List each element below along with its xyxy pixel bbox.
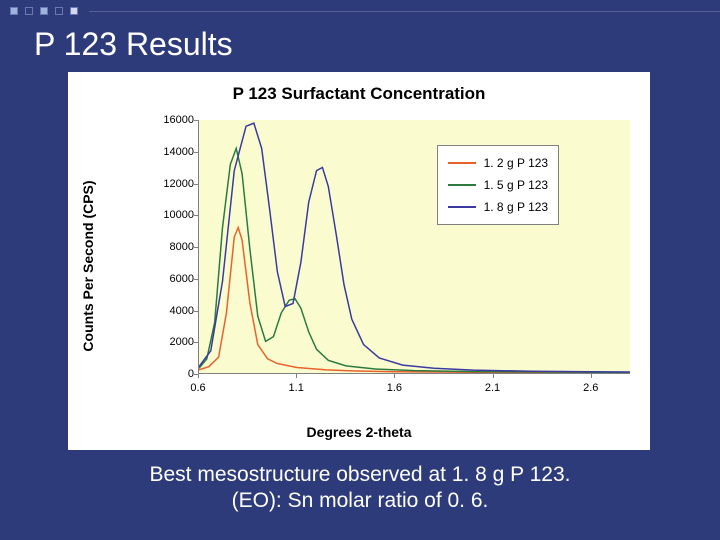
x-tick-label: 2.1 — [485, 382, 500, 394]
chart-panel: P 123 Surfactant Concentration Counts Pe… — [68, 72, 650, 450]
y-tick-label: 4000 — [152, 305, 194, 317]
plot-wrap: 1. 2 g P 123 1. 5 g P 123 1. 8 g P 123 0 20… — [152, 116, 642, 394]
legend-item: 1. 5 g P 123 — [448, 174, 549, 196]
y-tick-label: 0 — [152, 368, 194, 380]
slide-title: P 123 Results — [0, 22, 720, 63]
y-tick-mark — [194, 311, 198, 312]
header-square — [55, 7, 63, 15]
x-tick-mark — [296, 374, 297, 378]
plot-area: 1. 2 g P 123 1. 5 g P 123 1. 8 g P 123 — [198, 120, 630, 374]
x-tick-mark — [591, 374, 592, 378]
x-tick-label: 1.1 — [289, 382, 304, 394]
y-tick-mark — [194, 342, 198, 343]
legend-label: 1. 8 g P 123 — [484, 200, 549, 214]
y-tick-label: 6000 — [152, 273, 194, 285]
x-axis-label: Degrees 2-theta — [68, 424, 650, 440]
y-tick-label: 10000 — [152, 209, 194, 221]
legend-label: 1. 2 g P 123 — [484, 156, 549, 170]
header-square — [40, 7, 48, 15]
caption: Best mesostructure observed at 1. 8 g P … — [0, 462, 720, 515]
series-line — [199, 148, 630, 372]
x-tick-mark — [394, 374, 395, 378]
y-axis-label: Counts Per Second (CPS) — [80, 180, 96, 351]
y-tick-label: 14000 — [152, 146, 194, 158]
header-rule — [89, 11, 720, 12]
y-tick-label: 8000 — [152, 241, 194, 253]
legend-item: 1. 2 g P 123 — [448, 152, 549, 174]
legend-swatch — [448, 206, 476, 208]
header-square — [10, 7, 18, 15]
header-square — [70, 7, 78, 15]
legend-swatch — [448, 184, 476, 186]
x-tick-label: 1.6 — [387, 382, 402, 394]
header-square — [25, 7, 33, 15]
legend: 1. 2 g P 123 1. 5 g P 123 1. 8 g P 123 — [437, 145, 560, 225]
x-tick-mark — [198, 374, 199, 378]
line-series — [199, 120, 630, 373]
y-tick-label: 16000 — [152, 114, 194, 126]
series-line — [199, 228, 630, 373]
chart-body: Counts Per Second (CPS) 1. 2 g P 1231. 5… — [98, 116, 642, 416]
caption-line-2: (EO): Sn molar ratio of 0. 6. — [0, 488, 720, 514]
x-tick-label: 0.6 — [190, 382, 205, 394]
y-tick-label: 2000 — [152, 336, 194, 348]
y-tick-mark — [194, 184, 198, 185]
y-tick-mark — [194, 120, 198, 121]
header-bar — [0, 0, 720, 22]
x-tick-label: 2.6 — [583, 382, 598, 394]
legend-label: 1. 5 g P 123 — [484, 178, 549, 192]
y-tick-mark — [194, 215, 198, 216]
legend-swatch — [448, 162, 476, 164]
x-tick-mark — [493, 374, 494, 378]
y-tick-mark — [194, 247, 198, 248]
y-tick-label: 12000 — [152, 178, 194, 190]
legend-item: 1. 8 g P 123 — [448, 196, 549, 218]
y-tick-mark — [194, 279, 198, 280]
y-tick-mark — [194, 152, 198, 153]
caption-line-1: Best mesostructure observed at 1. 8 g P … — [0, 462, 720, 488]
chart-title: P 123 Surfactant Concentration — [68, 72, 650, 104]
